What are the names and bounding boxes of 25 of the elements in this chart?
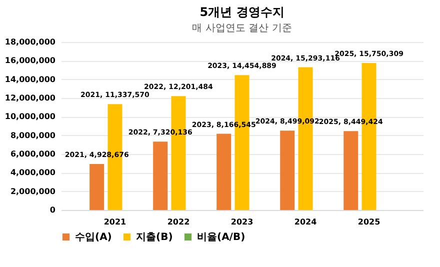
x-tick-label: 2025 xyxy=(358,218,381,226)
legend-label: 지출(B) xyxy=(136,232,173,243)
bar xyxy=(153,142,168,210)
bar xyxy=(344,131,358,210)
chart-subtitle: 매 사업연도 결산 기준 xyxy=(192,23,292,34)
bar xyxy=(216,134,232,210)
x-tick-label: 2024 xyxy=(294,218,318,226)
x-tick-label: 2021 xyxy=(104,218,127,226)
y-tick-label: 18,000,000 xyxy=(4,38,56,46)
y-tick-label: 14,000,000 xyxy=(4,74,56,84)
y-tick-label: 16,000,000 xyxy=(4,56,56,66)
bar xyxy=(90,164,104,210)
y-tick-label: 8,000,000 xyxy=(10,130,56,140)
y-tick-label: 2,000,000 xyxy=(10,186,56,196)
legend-label: 비율(A/B) xyxy=(197,232,246,243)
bar xyxy=(280,130,295,210)
y-tick-label: 0 xyxy=(50,206,56,214)
y-tick-label: 12,000,000 xyxy=(4,94,56,102)
x-tick-label: 2023 xyxy=(230,218,254,226)
y-tick-label: 6,000,000 xyxy=(10,150,56,158)
legend-label: 수입(A) xyxy=(75,232,112,243)
x-tick-label: 2022 xyxy=(167,218,190,226)
y-tick-label: 4,000,000 xyxy=(10,168,56,178)
chart-title: 5개년 경영수지 xyxy=(200,5,284,19)
y-tick-label: 10,000,000 xyxy=(4,112,56,122)
